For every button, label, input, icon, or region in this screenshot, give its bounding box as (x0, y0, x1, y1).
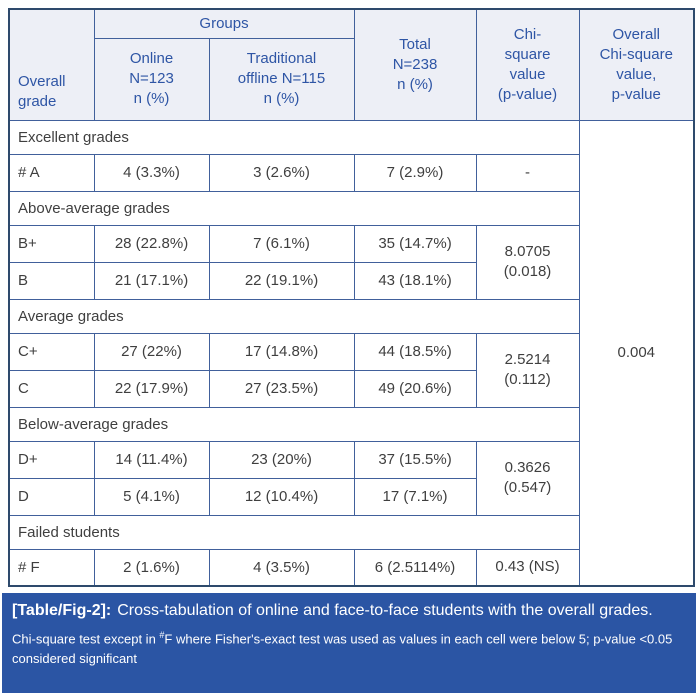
overall-p-value-cell: 0.004 (578, 119, 695, 587)
cell-b-group-chi: 8.0705 (0.018) (475, 224, 580, 300)
caption-text: Cross-tabulation of online and face-to-f… (117, 602, 653, 619)
cell-dp-grade: D+ (8, 440, 95, 479)
header-row-groups: Overall grade Groups Total N=238 n (%) C… (8, 8, 695, 121)
header-traditional-offline: Traditional offline N=115 n (%) (208, 37, 355, 121)
caption-band: [Table/Fig-2]: Cross-tabulation of online… (2, 593, 696, 693)
section-row-excellent: Excellent grades 0.004 (8, 119, 695, 587)
cell-bp-online: 28 (22.8%) (93, 224, 210, 263)
cell-d-group-chi: 0.3626 (0.547) (475, 440, 580, 516)
cell-c-total: 49 (20.6%) (353, 369, 477, 408)
row-grade-d-plus: D+ 14 (11.4%) 23 (20%) 37 (15.5%) 0.3626… (8, 440, 694, 516)
cell-cp-online: 27 (22%) (93, 332, 210, 371)
section-label-average: Average grades (8, 298, 580, 334)
cell-d-offline: 12 (10.4%) (208, 477, 355, 516)
header-total: Total N=238 n (%) (353, 8, 477, 121)
section-row-average: Average grades (8, 298, 694, 334)
header-overall-chi-square: Overall Chi-square value, p-value (578, 8, 695, 121)
cell-cp-offline: 17 (14.8%) (208, 332, 355, 371)
section-row-below-average: Below-average grades (8, 406, 694, 442)
cell-d-online: 5 (4.1%) (93, 477, 210, 516)
header-chi-square: Chi- square value (p-value) (475, 8, 580, 121)
row-grade-f: # F 2 (1.6%) 4 (3.5%) 6 (2.5114%) 0.43 (… (8, 548, 694, 587)
cell-dp-online: 14 (11.4%) (93, 440, 210, 479)
cell-c-online: 22 (17.9%) (93, 369, 210, 408)
cell-dp-offline: 23 (20%) (208, 440, 355, 479)
caption-tag: [Table/Fig-2]: (12, 602, 112, 619)
cell-f-total: 6 (2.5114%) (353, 548, 477, 587)
footnote-superscript-hash: # (159, 630, 165, 640)
cell-f-chi: 0.43 (NS) (475, 548, 580, 587)
cell-a-chi: - (475, 153, 580, 192)
section-label-excellent: Excellent grades (8, 119, 580, 155)
header-row-subgroups: Online N=123 n (%) Traditional offline N… (9, 37, 694, 121)
caption-footnote: Chi-square test except in #F where Fishe… (12, 625, 686, 669)
section-row-above-average: Above-average grades (8, 190, 694, 226)
section-label-failed: Failed students (8, 514, 580, 550)
grades-table: Overall grade Groups Total N=238 n (%) C… (8, 8, 696, 587)
footnote-text-before: Chi-square test except in (12, 631, 160, 647)
cell-a-grade: # A (8, 153, 95, 192)
cell-d-total: 17 (7.1%) (353, 477, 477, 516)
cell-cp-total: 44 (18.5%) (353, 332, 477, 371)
cell-cp-grade: C+ (8, 332, 95, 371)
caption-main: [Table/Fig-2]: Cross-tabulation of online… (12, 600, 686, 622)
row-grade-b: B 21 (17.1%) 22 (19.1%) 43 (18.1%) (8, 261, 694, 300)
cell-f-grade: # F (8, 548, 95, 587)
cell-d-grade: D (8, 477, 95, 516)
cell-dp-total: 37 (15.5%) (353, 440, 477, 479)
header-online: Online N=123 n (%) (93, 37, 210, 121)
header-overall-grade: Overall grade (8, 8, 95, 121)
section-row-failed: Failed students (8, 514, 694, 550)
cell-bp-grade: B+ (8, 224, 95, 263)
cell-b-grade: B (8, 261, 95, 300)
row-grade-a: # A 4 (3.3%) 3 (2.6%) 7 (2.9%) - (8, 153, 694, 192)
cell-a-online: 4 (3.3%) (93, 153, 210, 192)
cell-a-offline: 3 (2.6%) (208, 153, 355, 192)
cell-bp-offline: 7 (6.1%) (208, 224, 355, 263)
cell-c-group-chi: 2.5214 (0.112) (475, 332, 580, 408)
cell-c-offline: 27 (23.5%) (208, 369, 355, 408)
footnote-text-after: F where Fisher's-exact test was used as … (12, 631, 673, 667)
section-label-below-average: Below-average grades (8, 406, 580, 442)
cell-bp-total: 35 (14.7%) (353, 224, 477, 263)
cell-b-total: 43 (18.1%) (353, 261, 477, 300)
section-label-above-average: Above-average grades (8, 190, 580, 226)
cell-f-online: 2 (1.6%) (93, 548, 210, 587)
header-groups: Groups (93, 8, 355, 39)
cell-f-offline: 4 (3.5%) (208, 548, 355, 587)
cell-b-online: 21 (17.1%) (93, 261, 210, 300)
row-grade-c: C 22 (17.9%) 27 (23.5%) 49 (20.6%) (8, 369, 694, 408)
cell-c-grade: C (8, 369, 95, 408)
cell-a-total: 7 (2.9%) (353, 153, 477, 192)
cell-b-offline: 22 (19.1%) (208, 261, 355, 300)
